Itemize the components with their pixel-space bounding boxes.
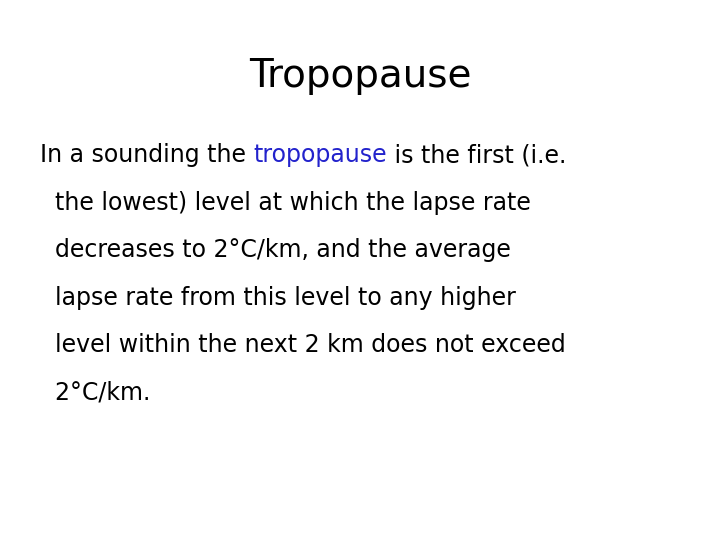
- Text: Tropopause: Tropopause: [248, 57, 472, 94]
- Text: lapse rate from this level to any higher: lapse rate from this level to any higher: [40, 286, 516, 309]
- Text: In a sounding the: In a sounding the: [40, 143, 253, 167]
- Text: tropopause: tropopause: [253, 143, 387, 167]
- Text: 2°C/km.: 2°C/km.: [40, 381, 150, 404]
- Text: the lowest) level at which the lapse rate: the lowest) level at which the lapse rat…: [40, 191, 531, 214]
- Text: level within the next 2 km does not exceed: level within the next 2 km does not exce…: [40, 333, 565, 357]
- Text: is the first (i.e.: is the first (i.e.: [387, 143, 566, 167]
- Text: decreases to 2°C/km, and the average: decreases to 2°C/km, and the average: [40, 238, 510, 262]
